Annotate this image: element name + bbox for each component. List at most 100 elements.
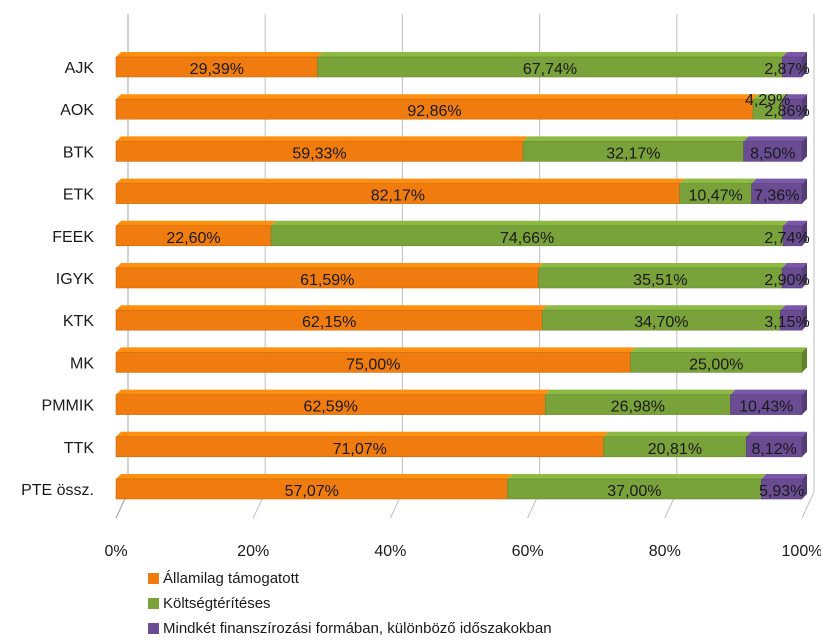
x-tick-label: 20% (237, 543, 269, 560)
bar-segment-top (523, 136, 749, 142)
bar-end-cap (802, 305, 807, 331)
bar-segment-top (782, 52, 807, 57)
data-label: 61,59% (300, 272, 354, 289)
bar-segment-top (116, 305, 548, 311)
data-label: 7,36% (754, 188, 799, 205)
data-label: 34,70% (634, 314, 688, 331)
data-label: 32,17% (606, 145, 660, 162)
bar-segment-top (116, 178, 685, 184)
bar-segment-top (116, 136, 529, 142)
data-label: 37,00% (607, 483, 661, 500)
bar-segment-top (753, 94, 788, 100)
bar-end-cap (802, 474, 807, 499)
bar-end-cap (802, 136, 807, 162)
chart-legend: Államilag támogatott Költségtérítéses Mi… (148, 566, 552, 641)
category-label: AJK (65, 60, 95, 77)
bar-segment-top (780, 305, 807, 311)
bar-segment-top (743, 136, 807, 142)
data-label: 35,51% (633, 272, 687, 289)
data-label: 29,39% (190, 61, 244, 78)
data-label: 67,74% (523, 61, 577, 78)
data-label: 8,12% (751, 441, 796, 458)
bar-segment-top (761, 474, 807, 479)
data-label: 20,81% (648, 441, 702, 458)
data-label: 59,33% (292, 145, 346, 162)
data-label: 22,60% (166, 230, 220, 247)
category-label: ETK (63, 187, 94, 204)
data-label: 92,86% (407, 103, 461, 120)
bar-segment-top (542, 305, 786, 311)
bar-end-cap (802, 178, 807, 204)
data-label: 4,29% (745, 92, 790, 109)
category-label: PMMIK (42, 398, 95, 415)
bar-segment-top (783, 220, 807, 226)
bar-segment-top (116, 389, 551, 395)
bar-segment-top (507, 474, 767, 479)
legend-swatch-mindket (148, 623, 159, 634)
legend-swatch-koltsegteriteses (148, 598, 159, 609)
x-tick-label: 100% (782, 543, 821, 560)
bar-segment-top (545, 389, 736, 395)
data-label: 10,47% (688, 188, 742, 205)
data-label: 2,74% (764, 230, 809, 247)
legend-item-mindket: Mindkét finanszírozási formában, különbö… (148, 616, 552, 641)
stacked-bar-chart: 0% 20% 40% 60% 80% 100% AJK 29,39% 67,74% 2,87% AO… (21, 14, 821, 560)
data-label: 75,00% (346, 356, 400, 373)
bar-segment-top (116, 431, 609, 437)
bar-segment-top (116, 263, 544, 268)
bar-segment-top (746, 431, 807, 437)
bar-segment-top (782, 263, 807, 268)
gridline-floor (801, 491, 815, 519)
data-label: 25,00% (689, 356, 743, 373)
legend-swatch-allamilag (148, 573, 159, 584)
data-label: 5,93% (759, 483, 804, 500)
data-label: 2,86% (764, 103, 809, 120)
bar-segment-top (116, 474, 513, 479)
bar-end-cap (802, 347, 807, 373)
x-tick-label: 40% (374, 543, 406, 560)
data-label: 82,17% (371, 188, 425, 205)
bar-end-cap (802, 94, 808, 120)
data-label: 2,87% (764, 61, 809, 78)
data-label: 71,07% (333, 441, 387, 458)
data-label: 26,98% (611, 399, 665, 416)
category-label: BTK (63, 144, 94, 161)
legend-label-koltsegteriteses: Költségtérítéses (163, 595, 271, 612)
x-tick-label: 60% (512, 543, 544, 560)
data-label: 8,50% (750, 145, 795, 162)
bar-end-cap (802, 52, 807, 77)
legend-item-allamilag: Államilag támogatott (148, 566, 552, 591)
data-label: 57,07% (285, 483, 339, 500)
data-label: 3,15% (764, 314, 809, 331)
x-tick-label: 80% (649, 543, 681, 560)
data-label: 62,15% (302, 314, 356, 331)
bar-segment-top (603, 431, 752, 437)
bar-segment-top (679, 178, 757, 184)
category-label: FEEK (52, 229, 94, 246)
bar-segment-top (751, 178, 807, 184)
category-label: AOK (60, 102, 94, 119)
bar-segment-top (116, 52, 323, 57)
bar-end-cap (802, 263, 807, 288)
legend-item-koltsegteriteses: Költségtérítéses (148, 591, 552, 616)
data-label: 10,43% (739, 399, 793, 416)
data-label: 62,59% (304, 399, 358, 416)
bar-end-cap (802, 431, 807, 457)
bar-segment-top (116, 220, 277, 226)
category-label: IGYK (56, 271, 95, 288)
bar-segment-top (538, 263, 788, 268)
legend-label-mindket: Mindkét finanszírozási formában, különbö… (163, 620, 552, 637)
bar-end-cap (802, 220, 807, 246)
bar-segment-top (782, 94, 808, 100)
category-label: MK (70, 355, 94, 372)
bar-segment-top (317, 52, 788, 57)
data-label: 74,66% (500, 230, 554, 247)
bar-segment-top (730, 389, 807, 395)
x-tick-label: 0% (104, 543, 127, 560)
category-label: TTK (64, 440, 95, 457)
bar-end-cap (802, 389, 807, 415)
bar-segment-top (116, 347, 636, 353)
legend-label-allamilag: Államilag támogatott (163, 570, 299, 587)
category-label: PTE össz. (21, 482, 94, 499)
bar-segment-top (116, 94, 759, 100)
